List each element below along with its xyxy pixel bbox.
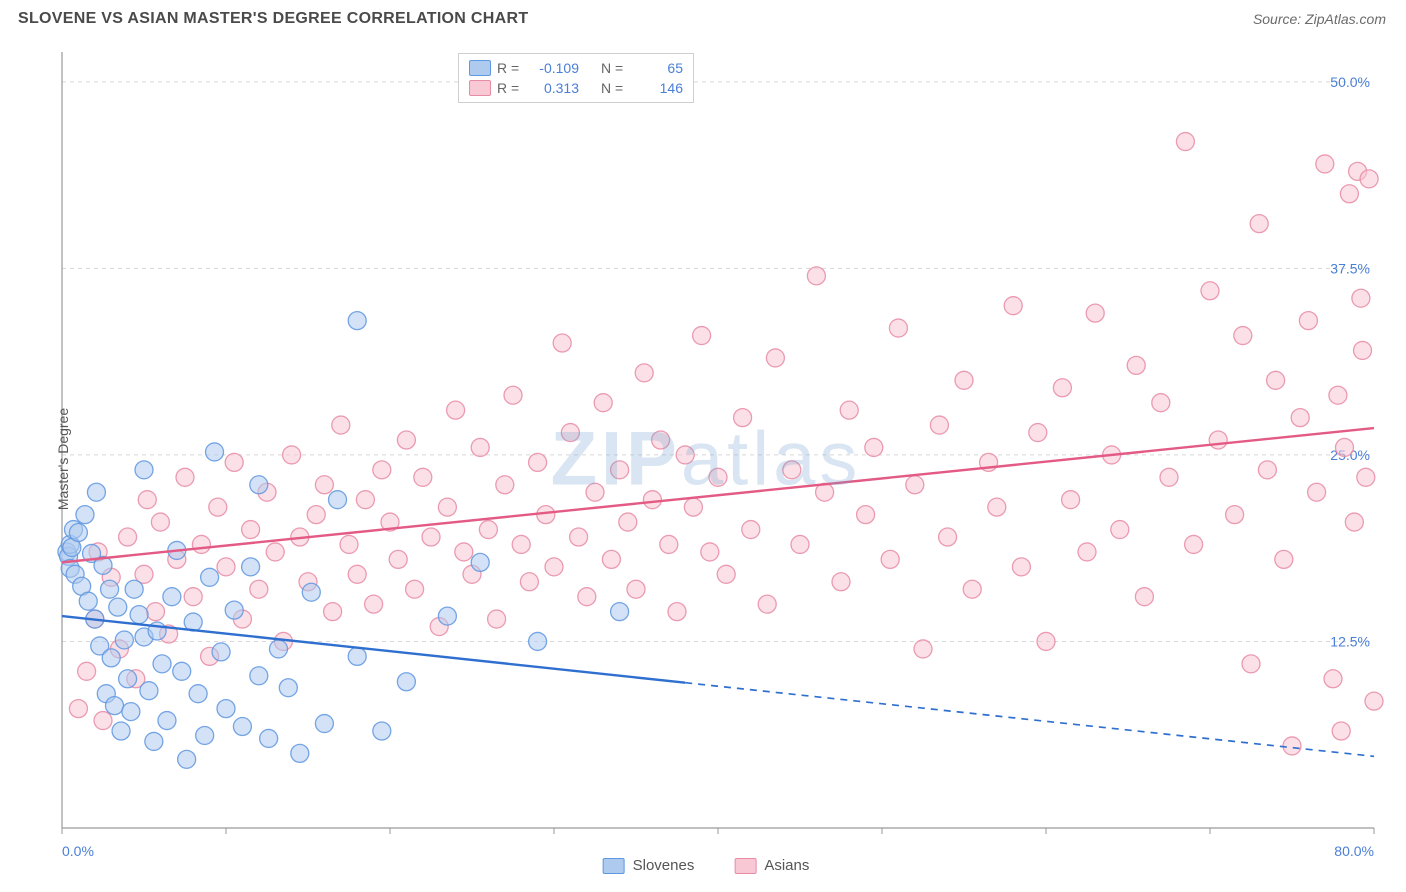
n-label: N = (601, 80, 629, 96)
r-value: -0.109 (531, 60, 579, 76)
y-axis-label: Master's Degree (55, 408, 71, 510)
n-value: 65 (635, 60, 683, 76)
legend-item: Asians (734, 857, 809, 874)
legend-item: Slovenes (603, 857, 695, 874)
legend-swatch (734, 858, 756, 874)
legend-swatch (469, 60, 491, 76)
legend-label: Asians (764, 857, 809, 874)
r-label: R = (497, 80, 525, 96)
stats-legend: R = -0.109 N = 65 R = 0.313 N = 146 (458, 53, 694, 103)
svg-text:50.0%: 50.0% (1330, 74, 1370, 90)
scatter-chart: 0.0%80.0%12.5%25.0%37.5%50.0% (18, 44, 1394, 874)
chart-container: Master's Degree 0.0%80.0%12.5%25.0%37.5%… (18, 44, 1394, 874)
legend-swatch (603, 858, 625, 874)
legend-swatch (469, 80, 491, 96)
stats-row: R = 0.313 N = 146 (467, 78, 685, 98)
chart-title: SLOVENE VS ASIAN MASTER'S DEGREE CORRELA… (18, 10, 528, 28)
svg-text:12.5%: 12.5% (1330, 633, 1370, 649)
legend-label: Slovenes (633, 857, 695, 874)
svg-text:37.5%: 37.5% (1330, 260, 1370, 276)
bottom-legend: Slovenes Asians (603, 857, 810, 874)
r-label: R = (497, 60, 525, 76)
source-attribution: Source: ZipAtlas.com (1253, 11, 1386, 27)
r-value: 0.313 (531, 80, 579, 96)
n-label: N = (601, 60, 629, 76)
svg-text:0.0%: 0.0% (62, 843, 94, 859)
stats-row: R = -0.109 N = 65 (467, 58, 685, 78)
n-value: 146 (635, 80, 683, 96)
svg-text:80.0%: 80.0% (1334, 843, 1374, 859)
